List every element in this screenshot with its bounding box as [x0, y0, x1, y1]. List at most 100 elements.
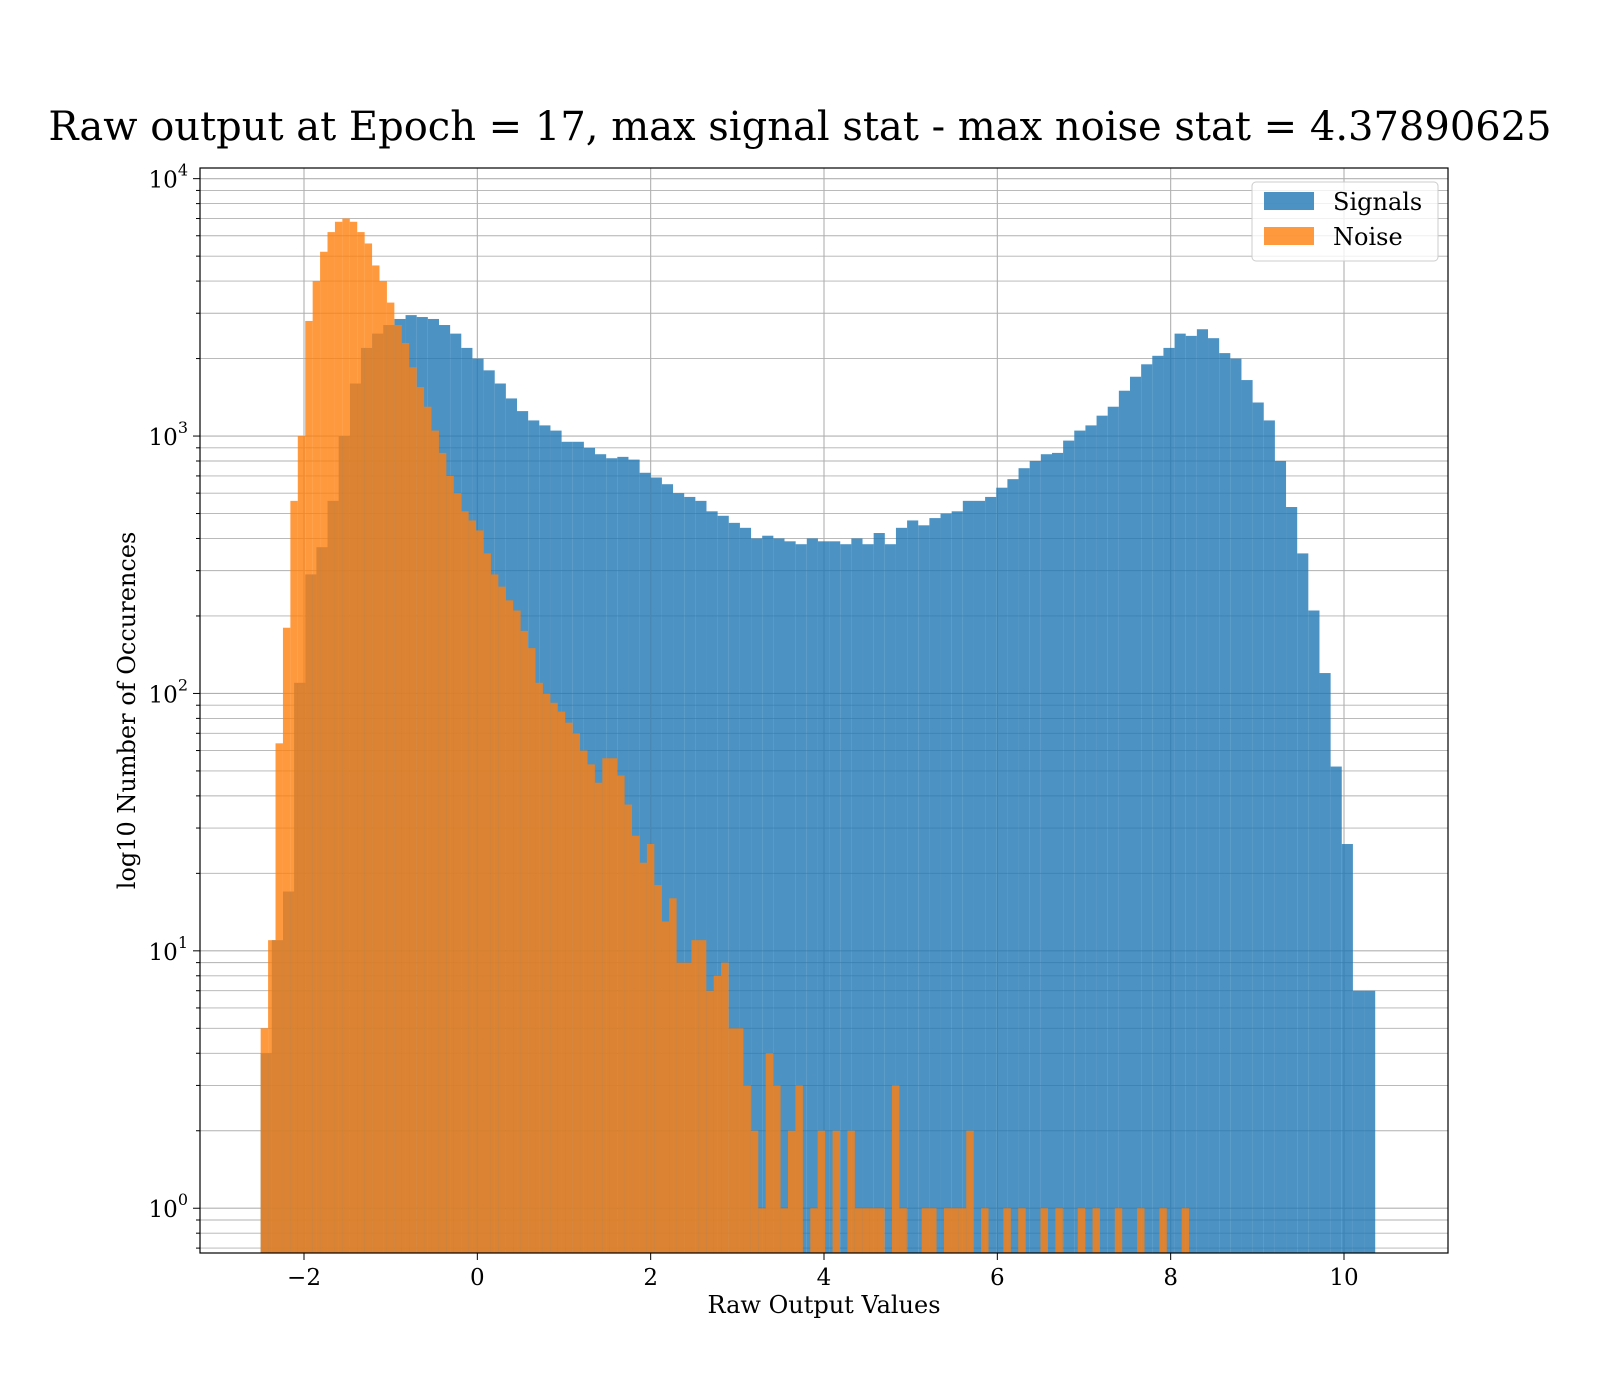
- bar-noise: [587, 764, 595, 1253]
- bar-noise: [572, 733, 581, 1253]
- bar-noise: [676, 962, 685, 1253]
- bar-noise: [713, 975, 722, 1253]
- bar-signals: [829, 541, 841, 1253]
- bar-signals: [1007, 479, 1019, 1253]
- bar-noise: [320, 251, 328, 1254]
- bar-signals: [985, 496, 997, 1254]
- y-tick-label: 104: [149, 161, 188, 194]
- bar-signals: [1107, 406, 1119, 1253]
- x-tick-label: 6: [990, 1265, 1005, 1291]
- bar-signals: [1252, 402, 1264, 1254]
- bar-noise: [943, 1208, 952, 1253]
- bar-noise: [921, 1208, 930, 1253]
- bar-noise: [698, 940, 707, 1253]
- y-tick-exponent: 1: [178, 933, 188, 952]
- bar-signals: [773, 538, 785, 1253]
- bar-signals: [907, 520, 919, 1253]
- bar-noise: [795, 1085, 803, 1253]
- bar-signals: [1274, 460, 1287, 1254]
- histogram-bars: [260, 218, 1376, 1254]
- y-tick-base: 10: [149, 940, 178, 966]
- bar-signals: [728, 522, 740, 1253]
- bar-noise: [639, 862, 647, 1253]
- legend-label-noise: Noise: [1333, 223, 1403, 251]
- bar-noise: [513, 610, 521, 1253]
- x-axis-ticks: −2 0 2 4 6 8 10: [287, 1253, 1359, 1291]
- bar-noise: [580, 750, 588, 1253]
- bar-noise: [661, 921, 670, 1253]
- bar-noise: [528, 648, 536, 1253]
- bar-noise: [490, 574, 499, 1253]
- bar-signals: [1319, 673, 1331, 1253]
- bar-signals: [1085, 425, 1097, 1253]
- bar-noise: [594, 782, 603, 1253]
- bar-noise: [550, 702, 558, 1253]
- bar-noise: [765, 1053, 774, 1253]
- y-tick-label: 101: [149, 933, 188, 966]
- bar-noise: [476, 530, 484, 1253]
- bar-signals: [762, 535, 774, 1253]
- bar-noise: [1003, 1208, 1011, 1253]
- bar-noise: [862, 1208, 870, 1253]
- bar-noise: [342, 218, 350, 1254]
- bar-signals: [1163, 347, 1175, 1253]
- bar-signals: [795, 544, 807, 1253]
- bar-noise: [535, 682, 543, 1253]
- y-tick-label: 102: [149, 675, 188, 708]
- bar-signals: [895, 527, 908, 1253]
- bar-noise: [617, 775, 625, 1253]
- bar-noise: [624, 804, 633, 1253]
- x-tick-label: 4: [817, 1265, 832, 1291]
- bar-signals: [1364, 990, 1376, 1253]
- bar-noise: [958, 1208, 967, 1253]
- bar-noise: [275, 743, 283, 1253]
- bar-signals: [806, 538, 818, 1253]
- bar-noise: [817, 1130, 826, 1253]
- bar-noise: [357, 232, 365, 1254]
- bar-signals: [929, 518, 941, 1253]
- bar-noise: [758, 1208, 766, 1253]
- y-tick-base: 10: [149, 425, 178, 451]
- bar-signals: [1040, 454, 1052, 1253]
- bar-noise: [453, 493, 462, 1254]
- legend-swatch-noise: [1264, 227, 1314, 245]
- bar-signals: [840, 544, 852, 1253]
- bar-noise: [869, 1208, 878, 1253]
- x-tick-label: 8: [1163, 1265, 1178, 1291]
- bar-signals: [739, 527, 752, 1253]
- bar-signals: [1286, 507, 1298, 1253]
- y-tick-exponent: 0: [178, 1190, 188, 1209]
- x-axis-label: Raw Output Values: [707, 1291, 940, 1319]
- bar-signals: [973, 500, 986, 1253]
- bar-signals: [1096, 415, 1108, 1253]
- bar-noise: [780, 1208, 789, 1253]
- bar-signals: [1297, 553, 1309, 1253]
- bar-noise: [691, 940, 699, 1253]
- bar-noise: [646, 844, 655, 1253]
- bar-noise: [461, 511, 469, 1253]
- bar-signals: [862, 544, 874, 1253]
- bar-noise: [877, 1208, 885, 1253]
- y-tick-exponent: 3: [178, 418, 188, 437]
- bar-signals: [1018, 468, 1030, 1253]
- bar-noise: [334, 221, 343, 1254]
- bar-noise: [542, 693, 551, 1253]
- bar-noise: [438, 452, 447, 1253]
- bar-noise: [260, 1028, 269, 1253]
- bar-noise: [1137, 1208, 1145, 1253]
- x-tick-label: 10: [1329, 1265, 1358, 1291]
- bar-noise: [297, 436, 306, 1253]
- y-tick-base: 10: [149, 1197, 178, 1223]
- bar-noise: [1077, 1208, 1086, 1253]
- bar-noise: [565, 722, 573, 1253]
- x-tick-label: −2: [287, 1265, 321, 1291]
- bar-signals: [717, 515, 729, 1253]
- bar-signals: [996, 487, 1008, 1253]
- bar-noise: [684, 962, 692, 1253]
- bar-noise: [268, 940, 276, 1253]
- bar-noise: [951, 1208, 959, 1253]
- bar-signals: [1130, 376, 1142, 1253]
- bar-signals: [1074, 430, 1086, 1253]
